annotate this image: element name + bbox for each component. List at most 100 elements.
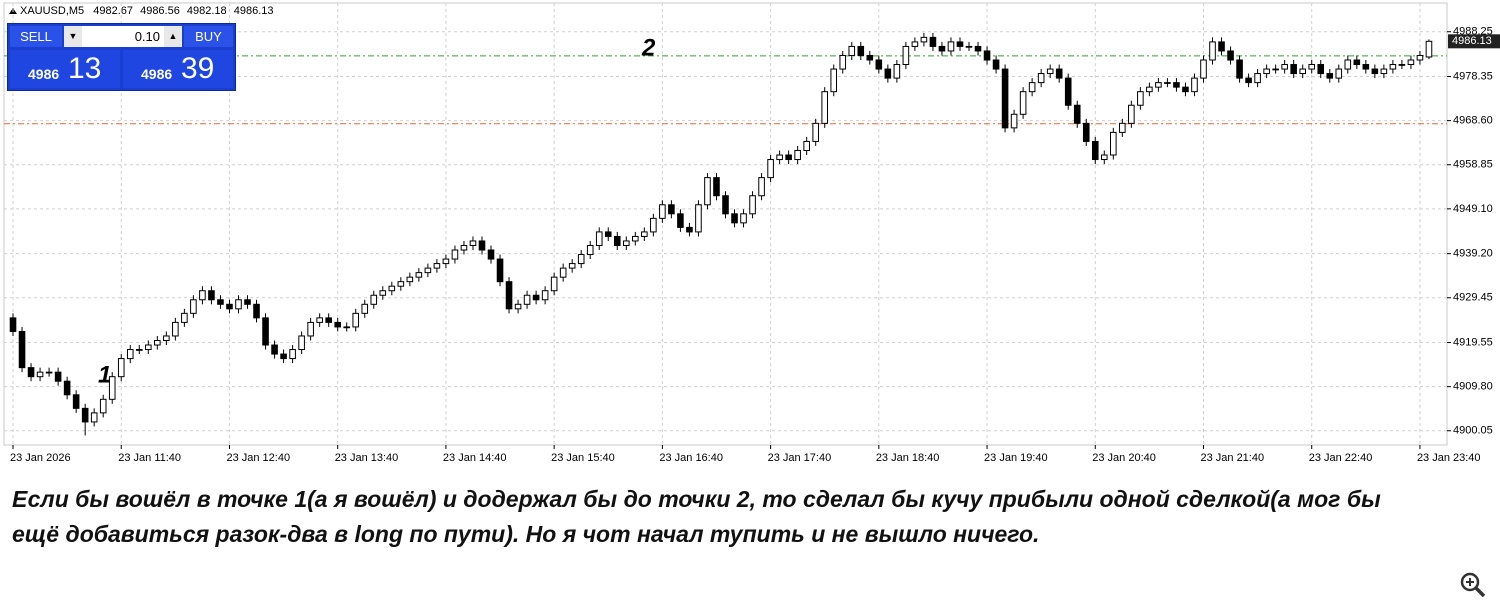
x-tick-label: 23 Jan 16:40 <box>659 452 723 464</box>
candle-body <box>90 412 98 423</box>
trade-panel: SELL 0.10 ▼ ▲ BUY 4986 13 4986 39 <box>7 23 236 91</box>
candle-body <box>217 299 224 305</box>
candle-body <box>1344 59 1352 70</box>
header-close: 4986.13 <box>234 5 274 17</box>
candle-body <box>983 50 991 61</box>
candle-body <box>379 290 387 296</box>
candle-body <box>641 231 648 237</box>
symbol: XAUUSD,M5 <box>20 5 84 17</box>
y-tick-label: 4949.10 <box>1453 203 1493 215</box>
candle-body <box>36 371 44 378</box>
candle-body <box>857 45 865 56</box>
candle-body <box>208 290 215 301</box>
lot-dropdown[interactable]: ▼ <box>64 26 82 47</box>
candle-body <box>659 204 666 219</box>
y-tick-label: 4929.45 <box>1453 292 1493 304</box>
candle-body <box>893 64 901 79</box>
candle-body <box>1191 77 1198 93</box>
candle-body <box>595 231 603 246</box>
candle-body <box>1317 64 1325 75</box>
ask-price[interactable]: 4986 39 <box>123 50 233 88</box>
candle-body <box>271 344 278 355</box>
price-tag-label: 4986.13 <box>1452 35 1492 47</box>
bid-price[interactable]: 4986 13 <box>10 50 120 88</box>
candle-body <box>1028 82 1036 93</box>
header-low: 4982.18 <box>187 5 227 17</box>
candle-body <box>1100 154 1108 161</box>
x-tick-label: 23 Jan 14:40 <box>443 452 507 464</box>
zoom-icon[interactable] <box>1458 570 1488 600</box>
candle-body <box>686 226 693 233</box>
candle-body <box>262 317 269 346</box>
candle-body <box>1046 68 1054 75</box>
candle-body <box>875 59 883 70</box>
candle-body <box>622 240 630 246</box>
buy-button[interactable]: BUY <box>184 26 233 47</box>
candle-body <box>577 254 585 265</box>
candle-body <box>1037 73 1045 84</box>
bid-big: 4986 <box>28 66 60 82</box>
x-tick-label: 23 Jan 18:40 <box>876 452 940 464</box>
candle-body <box>424 267 432 274</box>
candle-body <box>451 249 459 260</box>
candle-body <box>1064 77 1072 106</box>
candle-body <box>99 398 107 414</box>
candle-body <box>415 272 423 278</box>
candle-body <box>325 317 332 323</box>
y-tick-label: 4958.85 <box>1453 159 1493 171</box>
candle-body <box>1335 68 1343 79</box>
candle-body <box>1380 68 1388 75</box>
candle-body <box>1146 86 1153 93</box>
candle-body <box>523 294 531 305</box>
bid-small: 13 <box>68 52 102 85</box>
candle-body <box>154 339 161 346</box>
candle-body <box>1137 91 1144 106</box>
x-tick-label: 23 Jan 12:40 <box>226 452 290 464</box>
candle-body <box>1290 64 1297 75</box>
candle-body <box>848 45 856 56</box>
grid: 4900.05 4909.80 4919.55 4929.45 4939.20 4949.… <box>4 3 1493 464</box>
candle-body <box>63 380 71 396</box>
candle-body <box>532 294 540 301</box>
y-tick-label: 4978.35 <box>1453 70 1493 82</box>
candle-body <box>550 276 558 292</box>
caption-line: Если бы вошёл в точке 1(а я вошёл) и дод… <box>12 486 1381 512</box>
x-tick-label: 23 Jan 13:40 <box>335 452 399 464</box>
candle-body <box>1371 68 1379 75</box>
candle-body <box>478 240 486 251</box>
candle-body <box>722 195 729 215</box>
candle-body <box>54 371 62 382</box>
candle-body <box>388 285 396 292</box>
candle-body <box>199 290 206 301</box>
candle-body <box>1263 68 1270 75</box>
candle-body <box>677 213 684 228</box>
candle-body <box>1164 82 1171 84</box>
candle-body <box>902 45 910 66</box>
chart: XAUUSD,M5 4982.67 4986.56 4982.18 4986.1… <box>3 2 1500 464</box>
candle-body <box>884 68 892 79</box>
sell-button[interactable]: SELL <box>10 26 62 47</box>
lot-spinner[interactable]: ▲ <box>164 26 182 47</box>
candle-body <box>307 321 314 337</box>
y-tick-label: 4900.05 <box>1453 425 1493 437</box>
candle-body <box>1425 40 1433 58</box>
annotation: 1 <box>98 361 111 388</box>
candle-body <box>81 407 89 423</box>
candle-body <box>487 249 495 260</box>
lot-field[interactable]: 0.10 <box>64 26 164 47</box>
candle-body <box>1398 64 1406 66</box>
candle-body <box>785 154 792 161</box>
candle-body <box>352 312 360 328</box>
candle-body <box>108 376 116 400</box>
candle-body <box>1227 50 1234 61</box>
candle-body <box>713 177 720 197</box>
candle-body <box>469 240 477 246</box>
candle-body <box>1308 64 1316 70</box>
candle-body <box>27 367 35 378</box>
candle-body <box>604 231 612 237</box>
candle-body <box>731 213 738 224</box>
candle-body <box>929 36 937 47</box>
candle-body <box>541 290 549 301</box>
candle-body <box>650 217 657 233</box>
candle-body <box>938 45 946 52</box>
